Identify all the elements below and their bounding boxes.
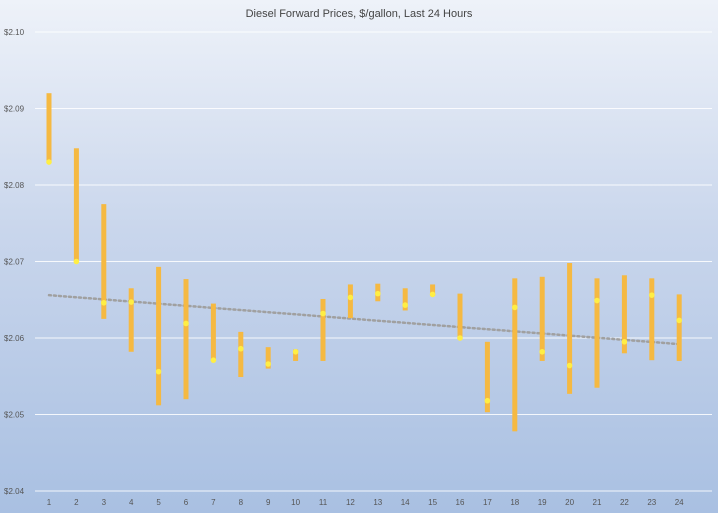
close-point	[292, 348, 299, 355]
x-tick-label: 14	[401, 498, 410, 507]
close-point	[429, 291, 436, 298]
y-axis-tick-labels: $2.04 $2.05 $2.06 $2.07 $2.08 $2.09 $2.10	[4, 28, 25, 496]
close-point	[183, 320, 189, 327]
range-bar	[210, 303, 216, 361]
x-tick-label: 10	[291, 498, 300, 507]
range-bar	[128, 288, 134, 352]
close-point	[347, 294, 354, 301]
close-point	[320, 310, 326, 317]
gridlines	[35, 31, 712, 492]
y-tick-label: $2.09	[4, 105, 25, 114]
range-bar	[293, 349, 299, 361]
y-tick-label: $2.10	[4, 28, 25, 37]
close-point	[210, 357, 217, 363]
range-bar	[73, 148, 79, 262]
close-points	[46, 159, 682, 404]
range-bar	[457, 293, 463, 340]
x-tick-label: 7	[211, 498, 216, 507]
close-point	[402, 302, 409, 308]
x-tick-label: 17	[483, 498, 492, 507]
close-point	[457, 335, 463, 341]
x-tick-label: 4	[129, 498, 134, 507]
range-bar	[156, 266, 162, 406]
trendline	[47, 293, 681, 346]
range-bar	[676, 294, 682, 361]
close-point	[375, 290, 381, 297]
y-tick-label: $2.07	[4, 258, 25, 267]
range-bar	[402, 288, 408, 311]
range-bar	[512, 278, 518, 432]
close-point	[238, 345, 244, 352]
close-point	[649, 292, 655, 298]
trendline-layer	[47, 293, 681, 346]
x-tick-label: 3	[102, 498, 107, 507]
x-tick-label: 5	[156, 498, 161, 507]
range-bar	[320, 298, 326, 361]
x-tick-label: 8	[239, 498, 244, 507]
x-tick-label: 19	[538, 498, 547, 507]
x-tick-label: 11	[319, 498, 328, 507]
range-bar	[238, 331, 244, 378]
y-tick-label: $2.06	[4, 334, 25, 343]
close-point	[265, 361, 272, 367]
range-bar	[101, 204, 107, 319]
x-tick-label: 2	[74, 498, 79, 507]
x-tick-label: 20	[565, 498, 574, 507]
y-tick-label: $2.08	[4, 181, 25, 190]
close-point	[566, 362, 573, 369]
range-bar	[347, 284, 353, 319]
close-point	[676, 317, 682, 324]
x-tick-label: 9	[266, 498, 271, 507]
close-point	[512, 304, 518, 311]
x-tick-label: 1	[47, 498, 52, 507]
x-tick-label: 21	[593, 498, 602, 507]
x-tick-label: 12	[346, 498, 355, 507]
close-point	[621, 339, 628, 345]
range-bar	[567, 263, 573, 394]
close-point	[484, 397, 491, 404]
x-tick-label: 13	[373, 498, 382, 507]
x-tick-label: 18	[510, 498, 519, 507]
range-bar	[265, 347, 271, 369]
range-bar	[621, 275, 627, 354]
range-bar	[46, 93, 52, 163]
close-point	[73, 258, 80, 265]
chart-title: Diesel Forward Prices, $/gallon, Last 24…	[246, 8, 473, 20]
range-bar	[183, 279, 189, 400]
x-tick-label: 6	[184, 498, 189, 507]
x-tick-label: 22	[620, 498, 629, 507]
x-tick-label: 16	[456, 498, 465, 507]
close-point	[155, 368, 162, 375]
range-bar	[539, 276, 545, 361]
range-bar	[484, 341, 490, 413]
range-bar	[649, 278, 655, 361]
range-bars	[46, 93, 682, 432]
x-tick-label: 23	[647, 498, 656, 507]
x-tick-label: 15	[428, 498, 437, 507]
y-tick-label: $2.05	[4, 411, 25, 420]
close-point	[539, 348, 545, 355]
range-bar	[594, 278, 600, 388]
x-axis-tick-labels: 1 2 3 4 5 6 7 8 9 10 11 12 13 14 15 16 17 18 19 20 21 22 23 24	[47, 498, 684, 507]
close-point	[128, 299, 134, 305]
y-tick-label: $2.04	[4, 487, 25, 496]
range-bar	[430, 284, 436, 296]
close-point	[46, 159, 52, 165]
close-point	[101, 300, 107, 306]
close-point	[594, 297, 600, 304]
x-tick-label: 24	[675, 498, 684, 507]
